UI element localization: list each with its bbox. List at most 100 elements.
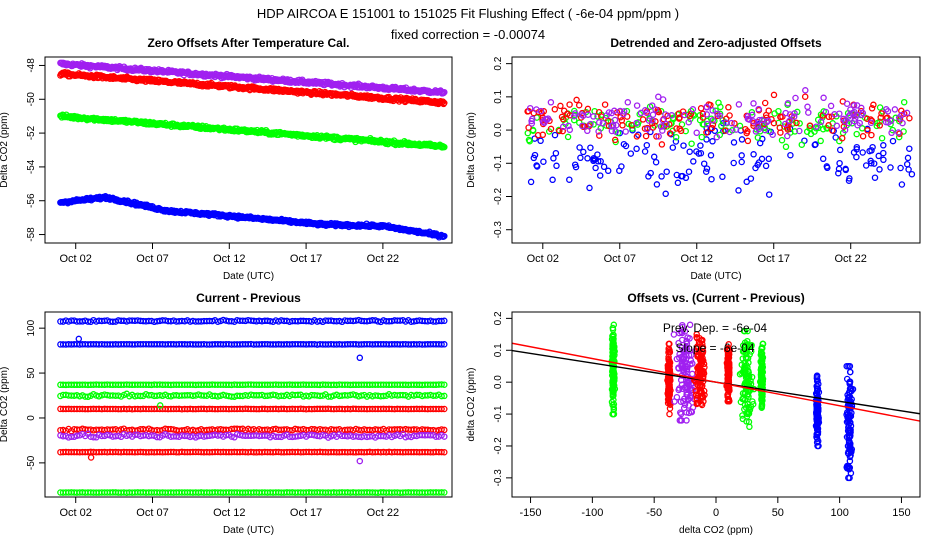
- data-point-purple: [612, 128, 619, 135]
- data-point-blue: [618, 163, 625, 170]
- data-point-red: [761, 99, 769, 107]
- data-point-blue: [700, 160, 708, 167]
- data-point-red: [825, 122, 832, 129]
- data-point-red: [694, 381, 701, 389]
- data-point-purple: [537, 107, 545, 115]
- data-point-green: [629, 125, 636, 132]
- data-point-blue: [887, 164, 894, 171]
- data-point-purple: [888, 129, 895, 137]
- data-point-purple: [703, 111, 711, 118]
- data-point-red: [573, 96, 580, 104]
- data-point-green: [608, 372, 616, 379]
- data-point-purple: [655, 93, 662, 101]
- data-point-red: [699, 344, 707, 351]
- data-point-red: [726, 112, 733, 119]
- data-point-red: [725, 104, 732, 111]
- data-point-red: [731, 120, 738, 127]
- data-point-blue: [762, 162, 770, 170]
- data-point-red: [441, 426, 448, 434]
- data-point-red: [575, 101, 583, 109]
- data-point-purple: [784, 132, 791, 140]
- data-point-purple: [104, 431, 111, 439]
- data-point-red: [725, 341, 732, 348]
- data-point-green: [749, 398, 756, 405]
- data-point-green: [137, 392, 144, 400]
- plot-frame: [44, 311, 453, 498]
- y-tick-label: 0.0: [493, 375, 504, 389]
- data-point-blue: [812, 141, 819, 148]
- data-point-red: [863, 115, 871, 123]
- data-point-red: [725, 385, 733, 393]
- data-point-purple: [681, 401, 689, 408]
- data-point-blue: [690, 158, 697, 165]
- y-tick-label: -58: [26, 227, 37, 242]
- data-point-green: [316, 392, 324, 400]
- data-point-red: [642, 132, 650, 140]
- data-point-purple: [645, 117, 653, 124]
- data-point-blue: [680, 142, 687, 149]
- data-point-blue: [584, 155, 591, 162]
- data-point-red: [566, 101, 573, 108]
- y-tick-label: 0.0: [493, 123, 504, 137]
- x-tick-label: 100: [830, 507, 848, 519]
- x-tick-label: Oct 22: [835, 253, 867, 265]
- data-point-purple: [680, 398, 687, 405]
- data-point-blue: [730, 159, 737, 167]
- data-point-purple: [608, 122, 615, 130]
- data-point-red: [878, 110, 885, 117]
- data-point-purple: [681, 365, 689, 372]
- x-tick-label: Oct 12: [213, 507, 245, 519]
- x-tick-label: Oct 12: [213, 253, 245, 265]
- data-point-blue: [870, 160, 878, 167]
- data-point-red: [618, 117, 626, 124]
- x-axis-label: Date (UTC): [223, 271, 274, 282]
- data-point-green: [700, 121, 708, 128]
- data-point-purple: [749, 111, 756, 119]
- data-point-green: [609, 333, 617, 341]
- data-point-purple: [579, 112, 587, 119]
- data-point-red: [611, 136, 619, 144]
- y-tick-label: -0.3: [493, 469, 504, 487]
- data-point-purple: [885, 119, 892, 126]
- data-point-green: [758, 391, 765, 398]
- data-point-blue: [441, 232, 448, 240]
- data-point-blue: [604, 167, 612, 175]
- data-point-green: [611, 352, 618, 359]
- data-point-green: [796, 120, 803, 127]
- data-point-blue: [586, 184, 593, 192]
- data-point-blue: [653, 181, 661, 188]
- data-point-purple: [228, 433, 235, 440]
- data-point-blue: [719, 173, 726, 181]
- data-point-purple: [735, 101, 743, 108]
- data-point-purple: [891, 106, 899, 113]
- data-point-blue: [527, 178, 535, 186]
- data-point-purple: [659, 116, 667, 124]
- data-point-green: [688, 140, 695, 147]
- data-points: [57, 316, 448, 496]
- data-point-red: [708, 124, 716, 132]
- x-tick-label: 0: [713, 507, 719, 519]
- chart-title: Current - Previous: [196, 291, 301, 305]
- data-point-blue: [109, 318, 117, 325]
- data-point-purple: [752, 128, 760, 135]
- data-point-red: [639, 116, 647, 123]
- data-point-red: [765, 107, 772, 114]
- data-point-blue: [549, 176, 556, 184]
- data-point-blue: [765, 155, 773, 163]
- data-point-red: [825, 113, 833, 121]
- data-point-blue: [685, 168, 693, 175]
- data-point-red: [725, 359, 732, 366]
- data-point-red: [556, 127, 563, 135]
- data-point-blue: [600, 163, 608, 171]
- data-point-blue: [814, 387, 821, 394]
- data-point-blue: [441, 317, 448, 325]
- y-tick-label: -0.2: [493, 187, 504, 205]
- chart-panel-4: Offsets vs. (Current - Previous)delta CO…: [466, 291, 921, 536]
- x-tick-label: Oct 17: [290, 507, 322, 519]
- data-point-green: [739, 395, 746, 403]
- data-point-blue: [438, 341, 445, 348]
- data-point-purple: [679, 385, 686, 393]
- data-point-purple: [790, 113, 798, 120]
- data-point-green: [610, 396, 617, 404]
